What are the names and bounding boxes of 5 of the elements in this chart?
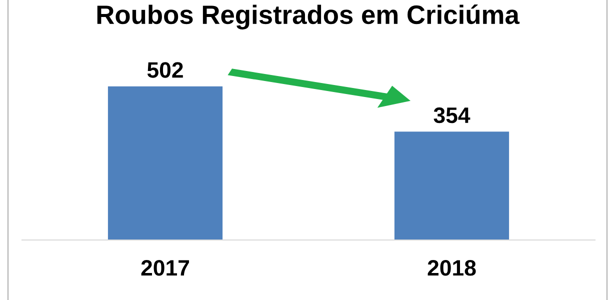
data-label: 502 [147,62,183,78]
x-tick-label: 2018 [428,260,476,276]
data-label: 354 [434,107,470,124]
x-tick-label: 2017 [141,260,189,276]
chart-title: Roubos Registrados em Criciúma [97,4,520,30]
